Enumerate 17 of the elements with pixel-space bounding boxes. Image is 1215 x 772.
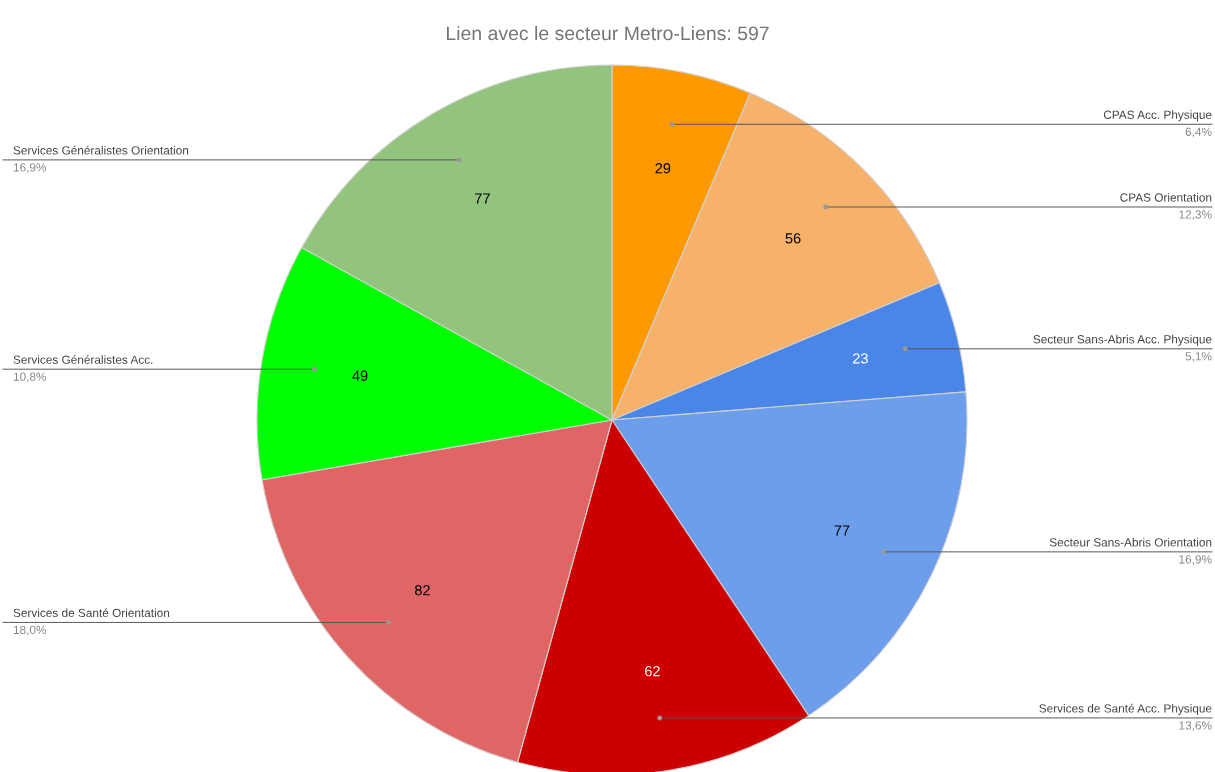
slice-label: CPAS Acc. Physique 6,4% (1103, 110, 1212, 138)
slice-label: Services Généralistes Acc. 10,8% (13, 355, 153, 383)
data-label: 49 (352, 370, 368, 381)
data-label: 23 (853, 353, 868, 364)
data-label: 56 (785, 233, 801, 244)
slice-label: Services de Santé Acc. Physique 13,6% (1039, 703, 1212, 732)
slice-label: Services de Santé Orientation 18,0% (13, 608, 170, 636)
slice-label: CPAS Orientation 12,3% (1120, 192, 1212, 221)
data-label: 82 (414, 585, 430, 596)
data-label: 29 (655, 163, 671, 174)
slice-label: Secteur Sans-Abris Orientation 16,9% (1049, 537, 1212, 565)
data-label: 62 (645, 665, 660, 677)
slice-label: Services Généralistes Orientation 16,9% (13, 145, 189, 173)
data-label: 77 (834, 525, 850, 536)
slice-label: Secteur Sans-Abris Acc. Physique 5,1% (1033, 334, 1212, 362)
chart-title: Lien avec le secteur Metro-Liens: 597 (446, 25, 769, 41)
data-label: 77 (475, 193, 490, 204)
